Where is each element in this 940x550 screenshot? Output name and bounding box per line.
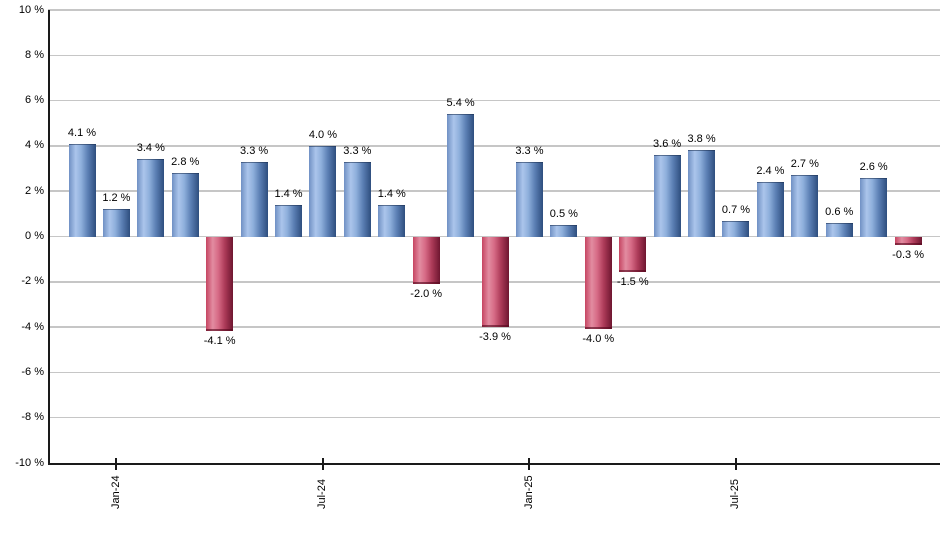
bar-May-25 — [653, 154, 681, 238]
x-axis-tick — [734, 458, 737, 470]
bar-Jun-25 — [688, 150, 716, 238]
bar-value-label: 2.7 % — [790, 158, 819, 171]
y-axis-tick-label: -8 % — [21, 411, 44, 424]
bar-value-label: 1.2 % — [102, 192, 131, 205]
y-axis-tick-label: -10 % — [15, 456, 44, 469]
bar-value-label: 5.4 % — [446, 97, 475, 110]
x-axis-tick — [321, 458, 324, 470]
bar-value-label: 1.4 % — [377, 187, 406, 200]
y-axis-tick-label: -2 % — [21, 275, 44, 288]
bar-Feb-25 — [550, 225, 578, 238]
bar-value-label: 3.3 % — [343, 144, 372, 157]
bar-Aug-25 — [756, 182, 784, 238]
x-axis-tick-label: Jul-25 — [729, 479, 742, 509]
gridline — [48, 416, 940, 419]
bar-value-label: 4.0 % — [308, 128, 338, 141]
bar-Sep-25 — [791, 175, 819, 238]
bar-value-label: 2.8 % — [171, 156, 200, 169]
bar-Apr-24 — [206, 236, 234, 332]
bar-value-label: 2.6 % — [859, 160, 888, 173]
gridline — [48, 190, 940, 192]
bar-Jan-25 — [515, 161, 543, 238]
bar-Nov-24 — [447, 114, 475, 238]
y-axis-tick-label: 4 % — [25, 139, 44, 152]
x-axis-tick-label: Jan-24 — [109, 475, 122, 509]
bar-Jan-24 — [102, 209, 130, 238]
y-axis-tick-label: 2 % — [25, 184, 44, 197]
bar-Nov-25 — [860, 177, 888, 238]
bar-value-label: 1.4 % — [274, 187, 303, 200]
bar-value-label: 3.3 % — [515, 144, 544, 157]
y-axis-tick-label: 8 % — [25, 48, 44, 61]
y-axis-tick-label: 0 % — [25, 230, 44, 242]
bar-May-24 — [240, 161, 268, 238]
bar-Sep-24 — [378, 204, 406, 238]
bar-value-label: -3.9 % — [479, 330, 511, 343]
bar-Mar-24 — [171, 173, 199, 238]
bar-value-label: -4.1 % — [203, 335, 236, 348]
y-axis-tick-label: 10 % — [18, 3, 44, 16]
bar-Apr-25 — [619, 236, 647, 273]
y-axis-line — [48, 10, 50, 465]
gridline — [48, 99, 940, 102]
x-axis-line — [48, 463, 940, 465]
bar-value-label: 3.4 % — [136, 142, 165, 155]
bar-Jul-25 — [722, 220, 750, 238]
bar-value-label: 0.7 % — [721, 203, 751, 216]
bar-Jul-24 — [309, 145, 337, 238]
bar-value-label: 3.8 % — [687, 133, 716, 146]
y-axis-tick-label: -6 % — [21, 365, 44, 378]
gridline — [48, 371, 940, 374]
gridline — [48, 145, 940, 147]
bar-Oct-24 — [412, 236, 440, 284]
bar-value-label: -1.5 % — [616, 276, 649, 289]
bar-Aug-24 — [343, 161, 371, 238]
bar-Oct-25 — [825, 222, 853, 238]
bar-value-label: -4.0 % — [582, 333, 615, 346]
x-axis-tick-label: Jan-25 — [522, 475, 535, 509]
bar-value-label: 0.5 % — [549, 208, 578, 221]
x-axis-tick — [115, 458, 118, 470]
gridline — [48, 54, 940, 57]
gridline — [48, 326, 940, 328]
bar-value-label: 3.6 % — [653, 137, 682, 150]
bar-value-label: -0.3 % — [892, 249, 924, 262]
bar-value-label: 0.6 % — [825, 205, 854, 218]
bar-Mar-25 — [584, 236, 612, 330]
y-axis-tick-label: 6 % — [25, 94, 44, 107]
x-axis-tick-label: Jul-24 — [316, 479, 329, 509]
bar-value-label: 3.3 % — [240, 144, 269, 157]
bar-Dec-25 — [894, 236, 922, 246]
bar-Feb-24 — [137, 159, 165, 238]
bar-value-label: 2.4 % — [756, 165, 785, 178]
gridline — [48, 9, 940, 11]
bar-value-label: 4.1 % — [67, 126, 97, 139]
bar-value-label: -2.0 % — [410, 287, 443, 300]
bar-Jun-24 — [275, 204, 303, 238]
bar-Dec-23 — [68, 143, 96, 238]
bar-Dec-24 — [481, 236, 509, 327]
y-axis-tick-label: -4 % — [21, 320, 44, 333]
x-axis-tick — [528, 458, 531, 470]
